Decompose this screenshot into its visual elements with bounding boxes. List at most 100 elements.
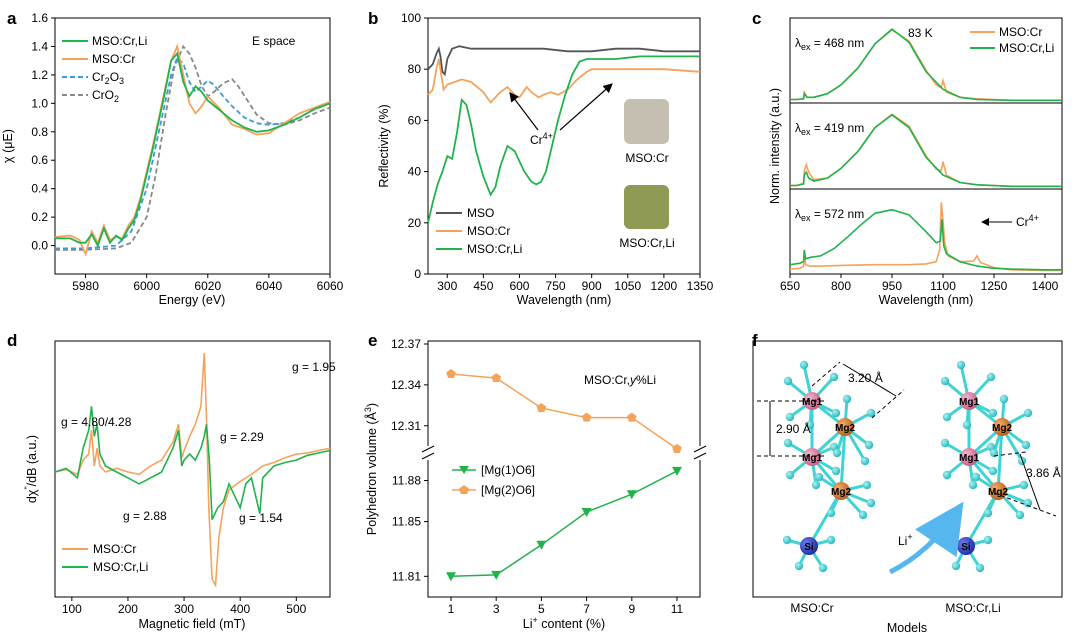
- x-tick-label-1250: 1250: [981, 279, 1008, 293]
- inset-photo-mso-cr-li: [624, 185, 669, 229]
- data-point-mg2-11: [672, 443, 682, 453]
- panel-b-x-ticks: 300 450 600 750 900 1050 1200 1350: [437, 274, 714, 293]
- y-tick-label-12.34: 12.34: [391, 378, 421, 392]
- series-line-mso-cr-li: [55, 51, 331, 248]
- li-doping-arrow: [888, 501, 964, 575]
- x-tick-label-6040: 6040: [256, 279, 283, 293]
- y-tick-label-0: 0: [414, 267, 421, 281]
- cr4-arrow-right: [559, 83, 613, 131]
- model-mso-cr-li-oxygen-atom-8: [942, 470, 952, 480]
- model-mso-cr-oxygen-atom-4: [785, 412, 795, 422]
- y-tick-label-60: 60: [408, 113, 422, 127]
- panel-e-ylabel: Polyhedron volume (Å3): [363, 403, 379, 535]
- panel-a-legend: MSO:Cr,Li MSO:Cr Cr2O3 CrO2: [62, 34, 147, 104]
- panel-e-break-right-1: [693, 445, 707, 453]
- panel-e-volume-chart: 1 3 5 7 9 11 12.31 12.34 12.37 11.81 11.85 11.88 M…: [363, 337, 708, 631]
- series-line-mg1: [450, 470, 678, 578]
- series-line-cr2o3: [55, 56, 331, 250]
- model-mso-cr-li-oxygen-atom-11: [999, 394, 1009, 404]
- model-mso-cr-li-oxygen-atom-6: [940, 438, 950, 448]
- panel-d-annotation-g480: g = 4.80/4.28: [61, 415, 132, 429]
- y-tick-label-80: 80: [408, 62, 422, 76]
- model-mso-cr-li-oxygen-atom-22: [983, 535, 993, 545]
- y-tick-label-1.2: 1.2: [31, 68, 48, 82]
- model-mso-cr-mg1-atom-b: [803, 448, 821, 466]
- panel-e-frame: [427, 340, 701, 598]
- model-mso-cr-oxygen-atom-20: [866, 498, 876, 508]
- panel-e-break-right-2: [693, 452, 707, 460]
- model-mso-cr-li-oxygen-atom-24: [975, 563, 985, 573]
- model-mso-cr-oxygen-atom-0: [783, 376, 793, 386]
- model-mso-cr-oxygen-atom-21: [782, 535, 792, 545]
- data-point-mg1-1: [446, 572, 456, 582]
- panel-d-frame: [54, 340, 331, 598]
- y-tick-label-1.4: 1.4: [31, 39, 48, 53]
- data-point-mg2-9: [627, 412, 637, 422]
- series-line-mso-cr-li: [427, 55, 700, 224]
- model-mso-cr-li-oxygen-atom-23: [951, 561, 961, 571]
- y-tick-label-0.4: 0.4: [31, 182, 48, 196]
- y-tick-label-12.37: 12.37: [391, 337, 421, 351]
- panel-d-annotation-g154: g = 1.54: [239, 511, 283, 525]
- legend-label-cr: MSO:Cr: [92, 52, 135, 66]
- subpanel-1-series-mso-cr-li: [790, 28, 1062, 102]
- legend-label-cro2: CrO2: [92, 88, 119, 104]
- y-tick-label-12.31: 12.31: [391, 419, 421, 433]
- model-mso-cr-li-mg1-atom-b: [960, 448, 978, 466]
- dist-386-dash-1: [993, 451, 1027, 457]
- panel-a-xlabel: Energy (eV): [159, 293, 226, 307]
- model-mso-cr-li-mg1-atom-a: [960, 392, 978, 410]
- model-mso-cr-oxygen-atom-23: [794, 561, 804, 571]
- dist-320-line: [842, 363, 897, 397]
- panel-a-plot-area: [54, 43, 331, 257]
- legend-label-c-mso-cr: MSO:Cr: [999, 25, 1042, 39]
- panel-d-ylabel: dχ"/dB (a.u.): [23, 435, 39, 503]
- panel-b-cr4-annotation: Cr4+: [509, 83, 613, 147]
- series-line-mso-cr: [54, 352, 331, 588]
- subpanel-2-series-mso-cr-li: [790, 113, 1062, 188]
- panel-a-x-ticks: 5980 6000 6020 6040 6060: [72, 274, 344, 293]
- dist-320-label: 3.20 Å: [848, 370, 883, 385]
- x-tick-label-6020: 6020: [194, 279, 221, 293]
- y-tick-label-11.85: 11.85: [392, 515, 421, 529]
- legend-label-mg1: [Mg(1)O6]: [481, 463, 535, 477]
- panel-f-frame: [752, 340, 1063, 598]
- model-mso-cr-li-oxygen-atom-0: [940, 376, 950, 386]
- panel-c-ylabel: Norm. intensity (a.u.): [768, 88, 782, 204]
- model-mso-cr-li-link-bond-5: [964, 490, 1000, 547]
- panel-e-legend: [Mg(1)O6] [Mg(2)O6]: [452, 463, 535, 497]
- model-mso-cr-mg2-atom-a: [836, 418, 854, 436]
- panel-e-break-left-1: [421, 445, 435, 453]
- y-tick-label-11.88: 11.88: [392, 474, 421, 488]
- x-tick-label-450: 450: [473, 279, 493, 293]
- model-mso-cr-li-oxygen-atom-13: [1021, 440, 1031, 450]
- model-mso-cr-oxygen-atom-19: [826, 508, 836, 518]
- model-mso-cr-li-oxygen-atom-1: [956, 360, 966, 370]
- model-mso-cr-oxygen-atom-14: [832, 448, 842, 458]
- dist-386-line: [1019, 453, 1041, 511]
- model-mso-cr-li-link-bond-3: [996, 426, 1004, 492]
- panel-a-y-ticks: 0.0 0.2 0.4 0.6 0.8 1.0 1.2 1.4 1.6: [31, 11, 55, 253]
- inset-label-mso-cr-li: MSO:Cr,Li: [619, 236, 674, 250]
- model-mso-cr-mg1-atom-a: [803, 392, 821, 410]
- panel-e-y-ticks: 12.31 12.34 12.37 11.81 11.85 11.88: [391, 337, 428, 583]
- model-mso-cr-oxygen-atom-15: [860, 456, 870, 466]
- panel-a-annotation: E space: [252, 34, 296, 48]
- model-mso-cr-li-oxygen-atom-12: [1023, 408, 1033, 418]
- series-line-mso-cr-li: [54, 406, 331, 520]
- model-caption-mso-cr: MSO:Cr: [790, 601, 833, 615]
- model-mso-cr-si-label: Si: [804, 542, 814, 553]
- panel-e-break-mask-left: [420, 446, 436, 460]
- x-tick-label-500: 500: [286, 602, 306, 616]
- legend-label-d-mso-cr: MSO:Cr: [93, 542, 136, 556]
- data-point-mg1-3: [491, 570, 502, 580]
- dist-386-label: 3.86 Å: [1026, 465, 1061, 480]
- panel-b-y-ticks: 0 20 40 60 80 100: [401, 11, 428, 281]
- y-tick-label-1: 1.0: [31, 96, 48, 110]
- legend-label-d-mso-cr-li: MSO:Cr,Li: [93, 560, 148, 574]
- panel-c-frame: [789, 17, 1063, 275]
- data-point-mg1-7: [581, 508, 592, 517]
- model-mso-cr-li-oxygen-atom-10: [988, 466, 998, 476]
- panel-a-xas-chart: 5980 6000 6020 6040 6060 0.0 0.2 0.4 0.6 0.8 1.0 1…: [1, 11, 344, 307]
- x-tick-label-1400: 1400: [1032, 279, 1059, 293]
